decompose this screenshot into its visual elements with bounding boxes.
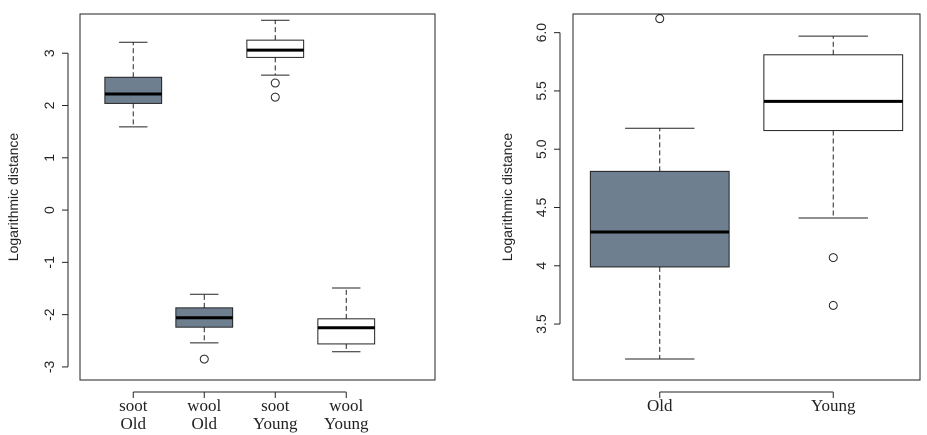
outlier bbox=[270, 78, 280, 88]
y-tick-label: 5.0 bbox=[533, 139, 549, 159]
y-tick-label: 4 bbox=[533, 262, 549, 270]
x-tick-label: Old bbox=[192, 414, 218, 433]
y-tick-label: 2 bbox=[41, 101, 57, 109]
y-axis-label: Logarithmic distance bbox=[5, 133, 21, 262]
outlier bbox=[828, 253, 838, 263]
y-tick-label: 4.5 bbox=[533, 198, 549, 218]
x-tick-label: Old bbox=[121, 414, 147, 433]
outlier bbox=[199, 354, 209, 364]
outlier bbox=[270, 92, 280, 102]
box bbox=[317, 318, 376, 345]
plot-frame bbox=[572, 13, 921, 381]
x-tick-label: soot bbox=[261, 396, 290, 415]
y-axis-label: Logarithmic distance bbox=[499, 133, 515, 262]
y-tick-label: 0 bbox=[41, 206, 57, 214]
box bbox=[763, 54, 904, 132]
outlier bbox=[828, 300, 838, 310]
box bbox=[589, 170, 730, 268]
x-tick-label: Young bbox=[811, 396, 856, 415]
x-tick-label: wool bbox=[329, 396, 363, 415]
y-tick-label: -1 bbox=[41, 256, 57, 269]
x-tick-label: soot bbox=[119, 396, 148, 415]
y-tick-label: 5.5 bbox=[533, 81, 549, 101]
x-tick-label: Young bbox=[324, 414, 369, 433]
y-tick-label: 3 bbox=[41, 49, 57, 57]
y-tick-label: 1 bbox=[41, 154, 57, 162]
plot-frame bbox=[79, 13, 436, 381]
box bbox=[104, 76, 163, 104]
y-tick-label: 3.5 bbox=[533, 314, 549, 334]
y-tick-label: 6.0 bbox=[533, 23, 549, 43]
x-tick-label: Old bbox=[647, 396, 673, 415]
x-tick-label: wool bbox=[187, 396, 221, 415]
y-tick-label: -3 bbox=[41, 360, 57, 373]
y-tick-label: -2 bbox=[41, 308, 57, 321]
x-tick-label: Young bbox=[253, 414, 298, 433]
outlier bbox=[655, 14, 665, 24]
